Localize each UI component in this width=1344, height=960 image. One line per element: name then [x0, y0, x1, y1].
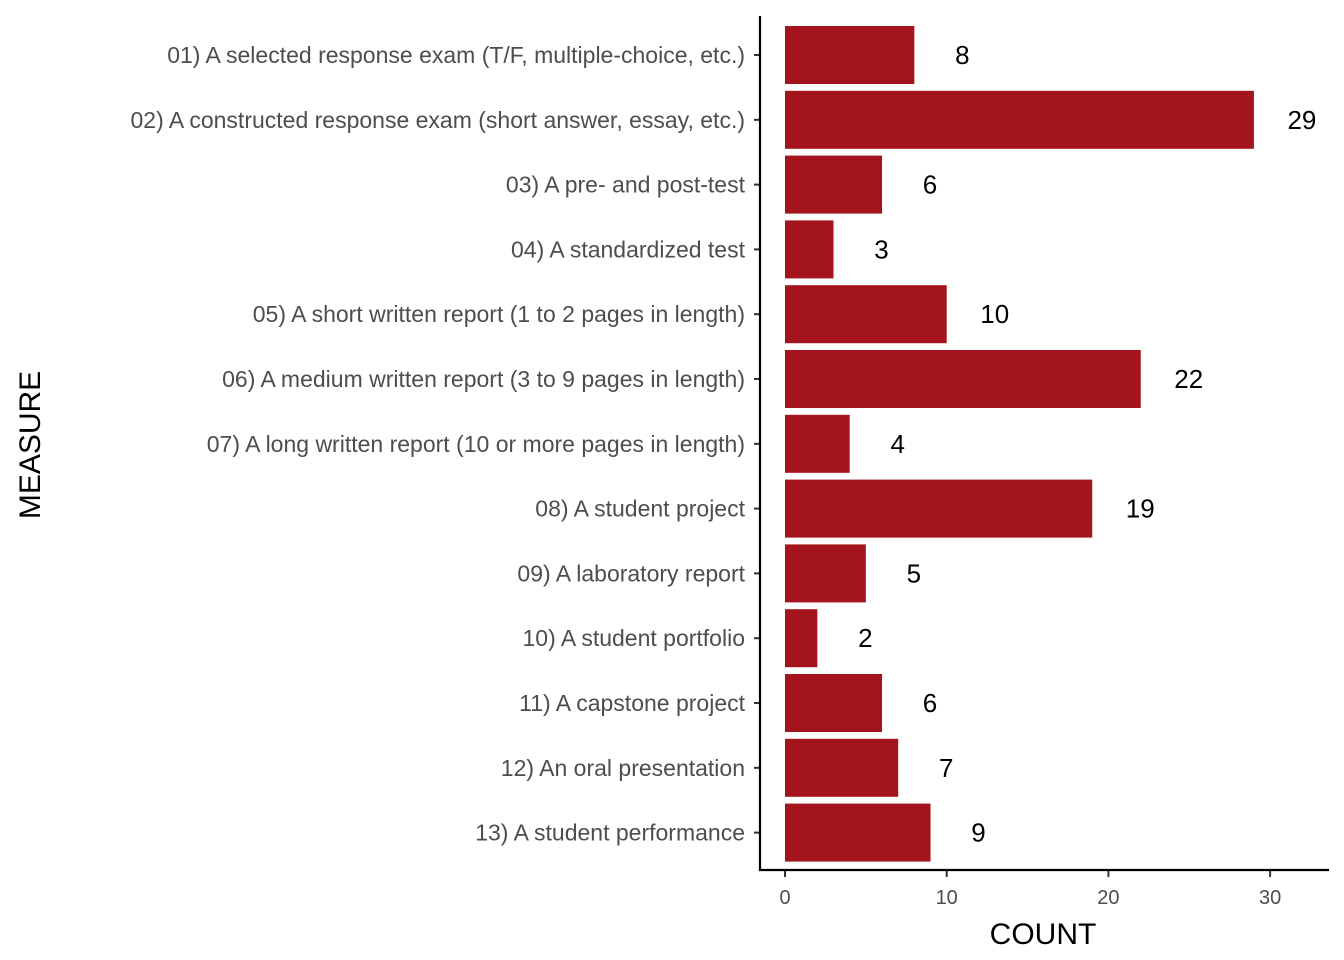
bar-value-label: 2: [858, 623, 872, 653]
bar: [785, 90, 1254, 149]
bar: [785, 674, 883, 732]
bar-value-label: 10: [980, 299, 1009, 329]
bar-value-label: 7: [939, 753, 953, 783]
bar: [785, 26, 915, 84]
category-label: 08) A student project: [535, 496, 745, 522]
x-axis-title: COUNT: [990, 918, 1097, 951]
category-label: 04) A standardized test: [511, 236, 746, 262]
bar-value-label: 9: [971, 818, 985, 848]
bar: [785, 414, 850, 473]
bar: [785, 155, 883, 214]
category-label: 07) A long written report (10 or more pa…: [207, 431, 745, 457]
category-label: 11) A capstone project: [519, 690, 745, 716]
bar-value-label: 6: [923, 688, 937, 718]
bar-value-label: 8: [955, 40, 969, 70]
x-tick-label: 0: [779, 887, 790, 909]
bar: [785, 803, 931, 862]
bar-value-label: 6: [923, 170, 937, 200]
bars-group: [785, 26, 1254, 862]
bar: [785, 738, 899, 797]
x-ticks-group: 0 10 20 30: [779, 870, 1281, 909]
category-label: 12) An oral presentation: [501, 755, 745, 781]
bar: [785, 609, 818, 668]
category-label: 05) A short written report (1 to 2 pages…: [253, 301, 745, 327]
value-labels-group: 8 29 6 3 10 22 4 19 5 2 6 7 9: [858, 40, 1316, 848]
bar-value-label: 19: [1126, 494, 1155, 524]
x-tick-label: 10: [936, 887, 958, 909]
bar-value-label: 29: [1287, 105, 1316, 135]
y-axis-title: MEASURE: [14, 371, 47, 519]
bar: [785, 350, 1141, 408]
bar-value-label: 4: [890, 429, 904, 459]
category-labels-group: 01) A selected response exam (T/F, multi…: [131, 42, 746, 846]
category-label: 03) A pre- and post-test: [506, 172, 746, 198]
bar: [785, 220, 834, 279]
category-label: 13) A student performance: [475, 820, 745, 846]
category-label: 06) A medium written report (3 to 9 page…: [222, 366, 745, 392]
bar: [785, 479, 1093, 538]
category-label: 01) A selected response exam (T/F, multi…: [167, 42, 745, 68]
x-tick-label: 20: [1097, 887, 1119, 909]
category-label: 10) A student portfolio: [523, 625, 746, 651]
bar-value-label: 5: [907, 558, 921, 588]
category-label: 09) A laboratory report: [517, 560, 745, 586]
bar-value-label: 22: [1174, 364, 1203, 394]
bar: [785, 285, 947, 344]
bar-value-label: 3: [874, 234, 888, 264]
x-tick-label: 30: [1259, 887, 1281, 909]
bar: [785, 544, 866, 603]
category-label: 02) A constructed response exam (short a…: [131, 107, 745, 133]
